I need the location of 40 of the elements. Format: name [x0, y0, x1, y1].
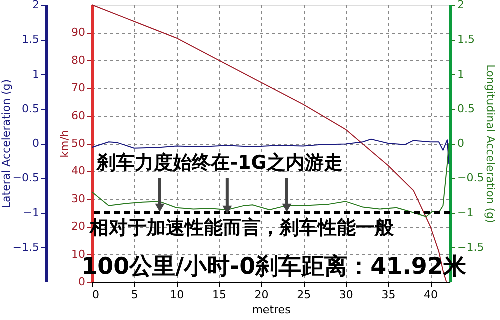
annotation: 刹车力度始终在-1G之内游走: [96, 152, 343, 174]
y-axis-title: km/h: [58, 130, 72, 158]
x-tick-label: 20: [254, 288, 269, 302]
y-tick-label: 0: [78, 276, 86, 288]
x-tick-label: 15: [212, 288, 226, 302]
y-tick-label: 40: [72, 164, 86, 178]
y3-tick-label: 2: [32, 0, 40, 12]
y-tick-label: 80: [72, 54, 86, 67]
y2-tick-label: −0.5: [458, 172, 484, 185]
y3-tick-label: 1: [32, 68, 40, 81]
y3-axis-title: Lateral Acceleration (g): [0, 79, 13, 209]
y2-tick-label: 2: [458, 0, 464, 12]
y2-tick-label: −1.5: [458, 240, 484, 254]
y3-tick-label: −1: [23, 206, 40, 220]
y-tick-label: 20: [72, 220, 86, 234]
y-tick-label: 10: [72, 248, 86, 261]
y2-axis-title: Longitudinal Acceleration (g): [484, 64, 498, 224]
y3-tick-label: −1.5: [12, 240, 40, 254]
y2-tick-label: 0: [458, 137, 464, 150]
x-tick-label: 30: [339, 288, 354, 302]
y2-tick-label: 0.5: [458, 102, 475, 116]
x-tick-label: 40: [424, 288, 438, 302]
y-tick-label: 50: [72, 137, 86, 150]
y2-tick-label: 1.5: [458, 33, 475, 46]
x-axis-title: metres: [252, 304, 292, 316]
y-tick-label: 30: [72, 192, 86, 206]
y3-tick-label: 0: [32, 137, 40, 150]
y3-tick-label: 1.5: [22, 33, 40, 46]
y-tick-label: 60: [72, 109, 86, 122]
y3-tick-label: −0.5: [12, 172, 40, 185]
y2-tick-label: −1: [458, 206, 474, 220]
y3-tick-label: 0.5: [22, 102, 40, 116]
x-tick-label: 25: [297, 288, 312, 302]
y-tick-label: 70: [72, 82, 86, 95]
y2-tick-label: 1: [458, 68, 464, 81]
x-tick-label: 10: [170, 288, 184, 302]
x-tick-label: 0: [92, 288, 100, 302]
y-tick-label: 90: [72, 26, 86, 40]
x-tick-label: 35: [382, 288, 396, 302]
x-tick-label: 5: [131, 288, 138, 302]
